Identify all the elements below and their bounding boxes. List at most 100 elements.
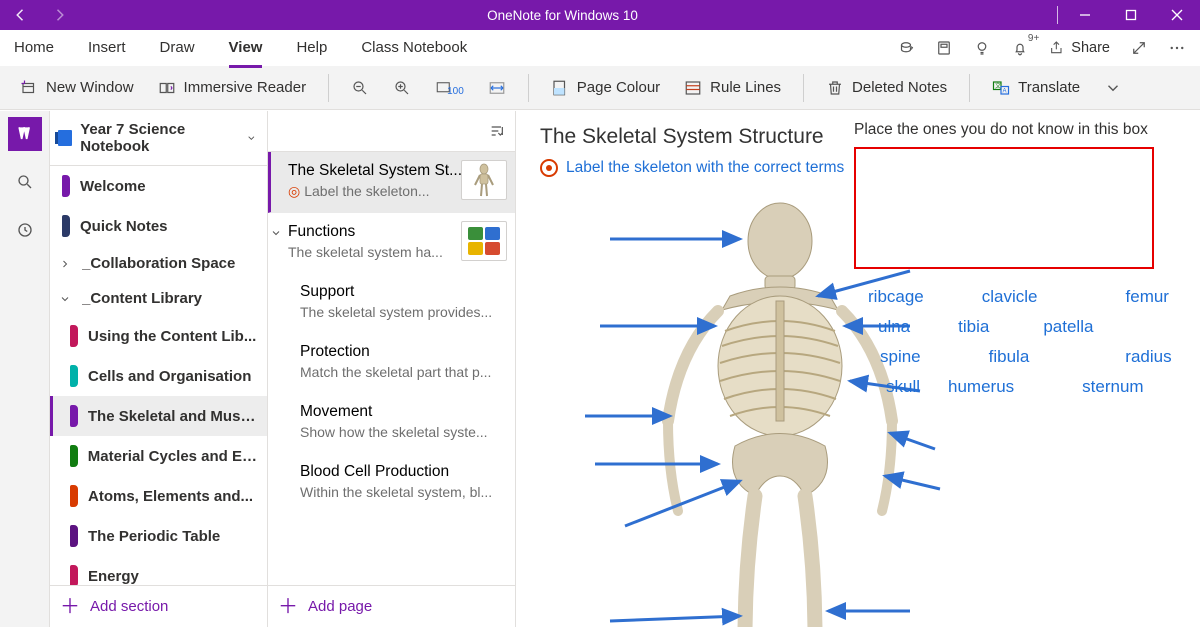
chevron-down-icon[interactable] bbox=[270, 227, 282, 242]
target-icon bbox=[288, 183, 304, 199]
term-chip[interactable]: ulna bbox=[868, 317, 910, 337]
window-close-button[interactable] bbox=[1154, 0, 1200, 30]
tab-view[interactable]: View bbox=[229, 35, 263, 60]
section-item[interactable]: Using the Content Lib... bbox=[50, 316, 267, 356]
terms-panel: Place the ones you do not know in this b… bbox=[854, 121, 1174, 397]
section-label: The Periodic Table bbox=[88, 528, 220, 545]
page-width-button[interactable] bbox=[482, 75, 512, 101]
page-thumbnail bbox=[461, 160, 507, 200]
title-separator bbox=[1057, 6, 1058, 24]
tab-class-notebook[interactable]: Class Notebook bbox=[361, 35, 467, 60]
section-item[interactable]: Energy bbox=[50, 556, 267, 585]
svg-text:A: A bbox=[1003, 88, 1007, 94]
page-title-text: Movement bbox=[300, 403, 505, 421]
translate-dropdown[interactable] bbox=[1098, 75, 1128, 101]
fullscreen-icon[interactable] bbox=[1130, 39, 1148, 57]
rail-notebooks-button[interactable] bbox=[8, 117, 42, 151]
page-title-text: Blood Cell Production bbox=[300, 463, 505, 481]
zoom-100-button[interactable]: 100 bbox=[429, 74, 470, 101]
zoom-in-button[interactable] bbox=[387, 75, 417, 101]
term-chip[interactable]: sternum bbox=[1042, 377, 1143, 397]
tab-insert[interactable]: Insert bbox=[88, 35, 126, 60]
term-chip[interactable]: tibia bbox=[938, 317, 989, 337]
add-section-button[interactable]: ＋ Add section bbox=[50, 585, 267, 627]
section-colour-chip bbox=[70, 405, 78, 427]
notebook-picker[interactable]: Year 7 Science Notebook bbox=[50, 111, 267, 166]
term-chip[interactable]: patella bbox=[1017, 317, 1093, 337]
zoom-out-button[interactable] bbox=[345, 75, 375, 101]
immersive-reader-button[interactable]: Immersive Reader bbox=[152, 75, 313, 101]
more-icon[interactable] bbox=[1168, 39, 1186, 57]
deleted-notes-button[interactable]: Deleted Notes bbox=[820, 75, 953, 101]
translate-button[interactable]: 文A Translate bbox=[986, 75, 1086, 101]
section-item[interactable]: The Periodic Table bbox=[50, 516, 267, 556]
page-list: The Skeletal System St... Label the skel… bbox=[268, 111, 516, 627]
feed-icon[interactable] bbox=[935, 39, 953, 57]
section-item[interactable]: Welcome bbox=[50, 166, 267, 206]
page-canvas[interactable]: The Skeletal System Structure Label the … bbox=[516, 111, 1200, 627]
section-colour-chip bbox=[70, 525, 78, 547]
term-chip[interactable]: ribcage bbox=[868, 287, 924, 307]
window-maximize-button[interactable] bbox=[1108, 0, 1154, 30]
translate-label: Translate bbox=[1018, 79, 1080, 96]
term-chip[interactable]: spine bbox=[868, 347, 921, 367]
section-item[interactable]: Quick Notes bbox=[50, 206, 267, 246]
unknown-drop-box[interactable] bbox=[854, 147, 1154, 269]
page-preview-text: Match the skeletal part that p... bbox=[300, 364, 505, 380]
sort-pages-button[interactable] bbox=[489, 123, 505, 142]
term-chip[interactable]: clavicle bbox=[952, 287, 1038, 307]
term-chip[interactable]: skull bbox=[868, 377, 920, 397]
page-title-text: Protection bbox=[300, 343, 505, 361]
term-bank: ribcage clavicle femur ulna tibia patella spin… bbox=[854, 287, 1174, 397]
section-colour-chip bbox=[62, 215, 70, 237]
page-item[interactable]: Blood Cell Production Within the skeleta… bbox=[268, 453, 515, 513]
notifications-icon[interactable]: 9+ bbox=[1011, 39, 1029, 57]
section-group[interactable]: _Content Library bbox=[50, 281, 267, 316]
page-item[interactable]: Support The skeletal system provides... bbox=[268, 273, 515, 333]
ribbon-separator bbox=[803, 74, 804, 102]
rule-lines-button[interactable]: Rule Lines bbox=[678, 75, 787, 101]
section-label: Cells and Organisation bbox=[88, 368, 251, 385]
rail-search-button[interactable] bbox=[8, 165, 42, 199]
page-item[interactable]: Movement Show how the skeletal syste... bbox=[268, 393, 515, 453]
section-colour-chip bbox=[70, 485, 78, 507]
term-chip[interactable]: radius bbox=[1057, 347, 1171, 367]
term-chip[interactable]: femur bbox=[1066, 287, 1169, 307]
term-chip[interactable]: humerus bbox=[948, 377, 1014, 397]
tab-draw[interactable]: Draw bbox=[160, 35, 195, 60]
term-chip[interactable]: fibula bbox=[949, 347, 1030, 367]
page-colour-button[interactable]: Page Colour bbox=[545, 75, 666, 101]
nav-rail bbox=[0, 111, 50, 627]
page-list-header bbox=[268, 111, 515, 152]
section-item[interactable]: Material Cycles and En... bbox=[50, 436, 267, 476]
section-label: Material Cycles and En... bbox=[88, 448, 259, 465]
page-item[interactable]: Protection Match the skeletal part that … bbox=[268, 333, 515, 393]
section-item[interactable]: Atoms, Elements and... bbox=[50, 476, 267, 516]
deleted-notes-label: Deleted Notes bbox=[852, 79, 947, 96]
page-item[interactable]: The Skeletal System St... Label the skel… bbox=[268, 152, 515, 213]
add-page-button[interactable]: ＋ Add page bbox=[268, 585, 515, 627]
new-window-button[interactable]: New Window bbox=[14, 75, 140, 101]
section-item[interactable]: Cells and Organisation bbox=[50, 356, 267, 396]
section-group[interactable]: _Collaboration Space bbox=[50, 246, 267, 281]
section-label: Quick Notes bbox=[80, 218, 168, 235]
section-item[interactable]: The Skeletal and Musc... bbox=[50, 396, 267, 436]
tab-help[interactable]: Help bbox=[296, 35, 327, 60]
tab-home[interactable]: Home bbox=[14, 35, 54, 60]
section-colour-chip bbox=[70, 325, 78, 347]
nav-forward-button[interactable] bbox=[50, 6, 68, 24]
tips-icon[interactable] bbox=[973, 39, 991, 57]
target-icon bbox=[540, 159, 558, 177]
title-bar: OneNote for Windows 10 bbox=[0, 0, 1200, 30]
sync-icon[interactable] bbox=[897, 39, 915, 57]
window-minimize-button[interactable] bbox=[1062, 0, 1108, 30]
svg-text:文: 文 bbox=[995, 82, 1001, 90]
nav-back-button[interactable] bbox=[12, 6, 30, 24]
page-thumbnail bbox=[461, 221, 507, 261]
rail-recent-button[interactable] bbox=[8, 213, 42, 247]
share-button[interactable]: Share bbox=[1049, 40, 1110, 56]
page-preview-text: The skeletal system provides... bbox=[300, 304, 505, 320]
section-colour-chip bbox=[62, 175, 70, 197]
notebook-title: Year 7 Science Notebook bbox=[80, 121, 238, 155]
page-item[interactable]: Functions The skeletal system ha... bbox=[268, 213, 515, 273]
